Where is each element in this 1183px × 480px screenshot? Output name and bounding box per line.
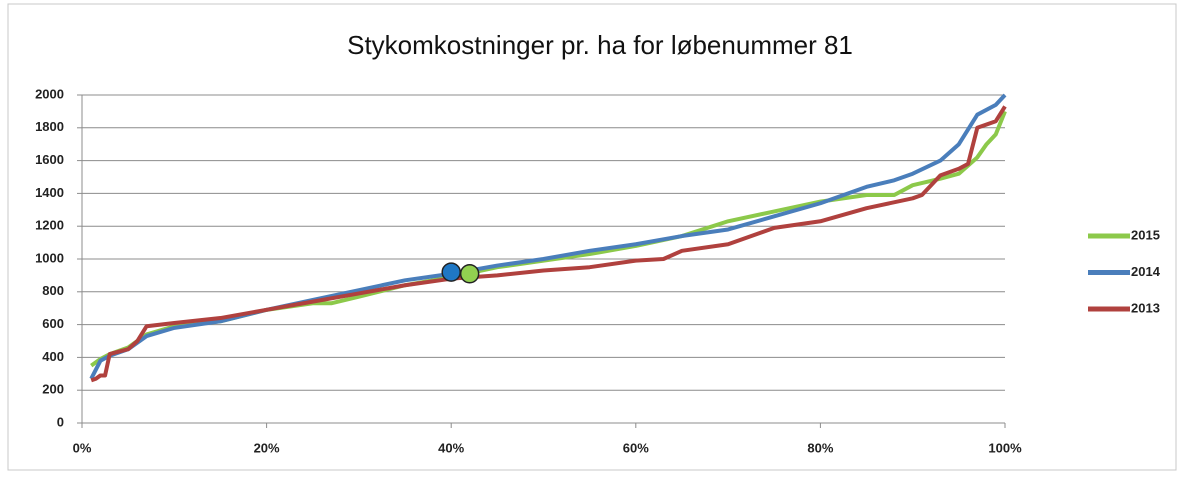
legend-label: 2013: [1131, 300, 1160, 315]
highlight-point: [459, 264, 480, 284]
y-tick-label: 1400: [35, 185, 64, 200]
x-tick-label: 80%: [807, 440, 833, 455]
chart-border: [7, 3, 1177, 471]
y-tick-label: 200: [42, 382, 64, 397]
x-tick-label: 0%: [73, 440, 92, 455]
y-tick-label: 400: [42, 349, 64, 364]
y-tick-label: 1000: [35, 250, 64, 265]
series-line: [89, 93, 1007, 380]
y-tick-label: 600: [42, 316, 64, 331]
legend-label: 2014: [1131, 264, 1161, 279]
x-tick-label: 100%: [988, 440, 1022, 455]
y-tick-label: 2000: [35, 86, 64, 101]
series-line: [90, 105, 1007, 383]
y-tick-label: 800: [42, 283, 64, 298]
legend-label: 2015: [1131, 227, 1160, 242]
x-tick-label: 40%: [438, 440, 464, 455]
x-tick-label: 60%: [623, 440, 649, 455]
y-tick-label: 0: [57, 414, 64, 429]
y-tick-label: 1600: [35, 152, 64, 167]
y-tick-label: 1800: [35, 119, 64, 134]
highlight-point: [441, 262, 461, 282]
x-tick-label: 20%: [254, 440, 280, 455]
y-tick-label: 1200: [35, 218, 64, 233]
chart-title: Stykomkostninger pr. ha for løbenummer 8…: [347, 30, 853, 60]
